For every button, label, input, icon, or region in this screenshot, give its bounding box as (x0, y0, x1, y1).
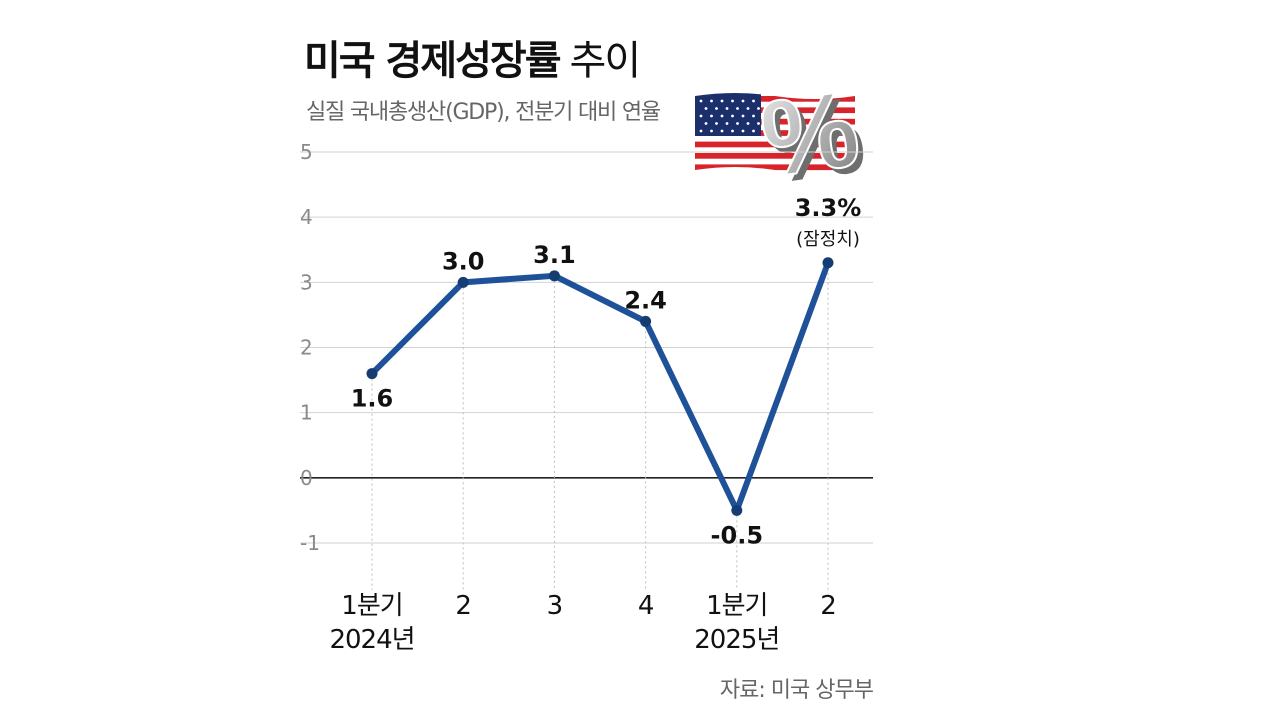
svg-text:%: % (760, 73, 872, 206)
flag-star (741, 129, 745, 133)
flag-star (731, 114, 734, 118)
x-axis: 1분기 2024년 2 3 4 1분기 2025년 2 (329, 591, 836, 655)
flag-star (731, 129, 734, 133)
data-point (731, 504, 743, 516)
flag-stripe (695, 107, 855, 114)
data-label: -0.5 (711, 521, 763, 549)
x-tick-year: 2025년 (694, 625, 779, 655)
flag-star (736, 107, 739, 110)
series-line (369, 259, 831, 514)
title-main: 미국 경제성장률 (304, 38, 562, 84)
data-point (822, 257, 834, 269)
flag-star (752, 114, 755, 118)
category-guides (371, 262, 829, 590)
data-points (366, 257, 834, 516)
flag-stripe (695, 118, 855, 125)
flag-stripe (695, 96, 855, 102)
data-point (640, 315, 652, 327)
flag-stripe (695, 141, 855, 148)
x-tick-year: 2024년 (329, 625, 414, 655)
flag-star (752, 99, 755, 103)
us-flag-icon (695, 93, 855, 173)
svg-text:%: % (754, 67, 866, 200)
flag-star (725, 122, 729, 125)
flag-star (752, 129, 755, 133)
flag-star (746, 122, 750, 125)
data-label: 3.0 (442, 247, 485, 275)
flag-star (725, 107, 729, 110)
data-label: 3.1 (533, 241, 576, 269)
source-note: 자료: 미국 상무부 (719, 678, 874, 703)
grid (300, 151, 873, 544)
data-label: 1.6 (351, 385, 394, 413)
data-labels: 1.6 3.0 3.1 2.4 -0.5 3.3% (잠정치) (351, 194, 862, 550)
chart-subtitle: 실질 국내총생산(GDP), 전분기 대비 연율 (306, 100, 661, 125)
y-tick-label: 4 (300, 205, 313, 229)
y-tick-label: 2 (300, 336, 313, 360)
x-tick-label: 4 (638, 591, 654, 621)
flag-star (720, 114, 724, 118)
data-point (548, 270, 560, 282)
flag-star (746, 107, 750, 110)
flag-star (715, 122, 718, 125)
flag-star (741, 114, 745, 118)
flag-star (741, 99, 745, 103)
flag-star (699, 114, 703, 118)
y-tick-label: 3 (300, 270, 313, 294)
data-label: 3.3% (795, 194, 862, 222)
flag-star (757, 122, 760, 125)
series-line (369, 259, 831, 514)
flag-star (704, 107, 708, 110)
y-tick-label: 1 (300, 401, 313, 425)
data-point (457, 276, 469, 288)
percent-3d-icon: % % (753, 66, 872, 206)
flag-star (715, 107, 718, 110)
flag-star (710, 129, 713, 133)
y-tick-label: -1 (300, 531, 320, 555)
decoration: % % (695, 66, 872, 206)
flag-star (757, 107, 760, 110)
flag-star (731, 99, 734, 103)
flag-star (720, 99, 724, 103)
flag-star (710, 99, 713, 103)
flag-star (699, 99, 703, 103)
data-point (366, 368, 378, 380)
y-axis: 5 4 3 2 1 0 -1 (300, 140, 320, 555)
flag-star (704, 122, 708, 125)
data-label: 2.4 (624, 286, 667, 314)
y-tick-label: 5 (300, 140, 313, 164)
flag-star (710, 114, 713, 118)
x-tick-label: 3 (547, 591, 563, 621)
flag-star (720, 129, 724, 133)
x-tick-label: 2 (820, 591, 836, 621)
flag-stripe (695, 164, 855, 171)
flag-stripe (695, 153, 855, 159)
title-suffix: 추이 (569, 38, 642, 84)
chart-title: 미국 경제성장률 추이 (304, 28, 642, 86)
y-tick-label: 0 (300, 466, 313, 490)
flag-star (699, 129, 703, 133)
x-tick-label: 1분기 (341, 591, 402, 621)
flag-stripe (695, 130, 855, 136)
x-tick-label: 2 (455, 591, 471, 621)
flag-star (736, 122, 739, 125)
data-annotation: (잠정치) (796, 229, 860, 250)
x-tick-label: 1분기 (706, 591, 767, 621)
